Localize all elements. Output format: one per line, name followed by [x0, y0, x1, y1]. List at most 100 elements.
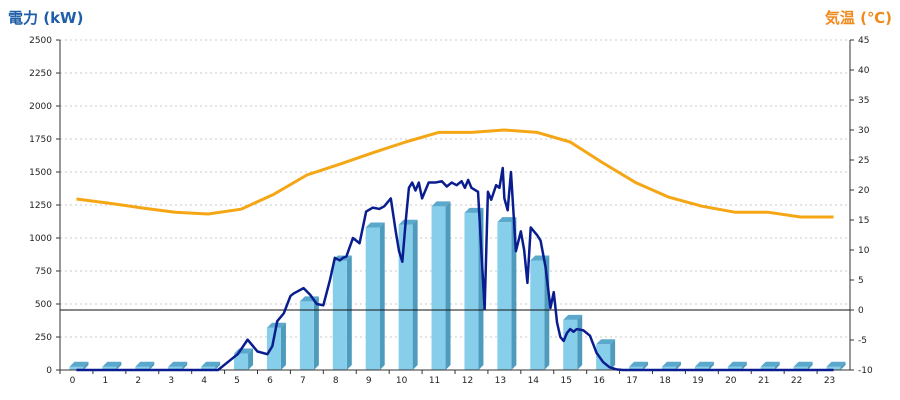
bar-front: [793, 366, 808, 370]
y-tick-label-left: 0: [46, 366, 52, 376]
x-tick-label: 2: [135, 376, 141, 386]
tick-labels: 02505007501000125015001750200022502500-1…: [29, 36, 873, 386]
bar: [661, 361, 681, 370]
bar-side: [511, 217, 517, 370]
bar-side: [708, 361, 714, 370]
bar: [793, 361, 813, 370]
bar-top: [431, 201, 451, 207]
x-tick-label: 16: [593, 376, 605, 386]
bar-front: [102, 366, 117, 370]
bar-side: [675, 361, 681, 370]
x-tick-label: 4: [201, 376, 207, 386]
bar-top: [694, 361, 714, 367]
y-tick-label-right: 20: [858, 186, 870, 196]
y-tick-label-left: 1000: [29, 234, 52, 244]
bar: [760, 361, 780, 370]
y-tick-label-right: 30: [858, 126, 870, 136]
bar-front: [760, 366, 775, 370]
y-tick-label-left: 1750: [29, 135, 52, 145]
bar-side: [346, 255, 352, 370]
x-tick-label: 0: [70, 376, 76, 386]
x-tick-label: 15: [560, 376, 571, 386]
y-tick-label-left: 500: [35, 300, 52, 310]
x-tick-label: 23: [824, 376, 835, 386]
bar-top: [727, 361, 747, 367]
bar: [826, 361, 846, 370]
bar-side: [379, 222, 385, 370]
bar: [398, 219, 418, 370]
bar-side: [116, 361, 122, 370]
power-line: [76, 166, 834, 372]
bar-front: [563, 319, 578, 370]
y-tick-label-left: 2250: [29, 69, 52, 79]
right-axis-title: 気温 (℃): [825, 9, 892, 27]
bar-side: [412, 219, 418, 370]
bar-side: [215, 361, 221, 370]
x-tick-label: 21: [758, 376, 769, 386]
bar-front: [168, 366, 183, 370]
x-tick-label: 5: [234, 376, 240, 386]
bar-side: [445, 201, 451, 370]
bar-front: [398, 224, 413, 370]
bar-side: [840, 361, 846, 370]
bar-top: [398, 219, 418, 225]
gridlines: [60, 39, 850, 338]
x-tick-label: 12: [462, 376, 473, 386]
bar: [102, 361, 122, 370]
bar-top: [69, 361, 89, 367]
bar-front: [431, 206, 446, 370]
bar-front: [826, 366, 841, 370]
bar: [201, 361, 221, 370]
bar-front: [266, 327, 281, 370]
bar: [365, 222, 385, 370]
bar-front: [497, 222, 512, 370]
bar-front: [69, 366, 84, 370]
bar-side: [643, 361, 649, 370]
bar-top: [661, 361, 681, 367]
bar-top: [365, 222, 385, 228]
axes: [56, 39, 854, 374]
x-tick-label: 1: [103, 376, 109, 386]
bar-top: [563, 314, 583, 320]
bar-front: [629, 366, 644, 370]
bar-side: [83, 361, 89, 370]
bar: [234, 348, 254, 370]
bar: [332, 255, 352, 370]
bar-top: [826, 361, 846, 367]
bar-side: [313, 296, 319, 370]
bar: [168, 361, 188, 370]
bar: [299, 296, 319, 370]
y-tick-label-right: 40: [858, 66, 870, 76]
bar: [727, 361, 747, 370]
bar-front: [201, 366, 216, 370]
y-tick-label-right: 35: [858, 96, 869, 106]
x-tick-label: 18: [659, 376, 671, 386]
x-tick-label: 3: [168, 376, 174, 386]
x-tick-label: 20: [725, 376, 737, 386]
bar-top: [629, 361, 649, 367]
bar-front: [727, 366, 742, 370]
y-tick-label-right: 25: [858, 156, 869, 166]
x-tick-label: 8: [333, 376, 339, 386]
x-tick-label: 14: [528, 376, 540, 386]
x-tick-label: 9: [366, 376, 372, 386]
bar-side: [774, 361, 780, 370]
y-tick-label-left: 1500: [29, 168, 52, 178]
y-tick-label-left: 2500: [29, 36, 52, 46]
x-tick-label: 19: [692, 376, 704, 386]
x-tick-label: 11: [429, 376, 440, 386]
bar-front: [530, 260, 545, 370]
bar-side: [741, 361, 747, 370]
bar-top: [102, 361, 122, 367]
x-tick-label: 17: [626, 376, 637, 386]
bar-top: [793, 361, 813, 367]
y-tick-label-right: 0: [858, 306, 864, 316]
bar-front: [661, 366, 676, 370]
bar: [694, 361, 714, 370]
y-tick-label-right: -10: [858, 366, 873, 376]
y-tick-label-right: 15: [858, 216, 869, 226]
x-tick-label: 13: [495, 376, 506, 386]
bar-top: [201, 361, 221, 367]
y-tick-label-right: -5: [858, 336, 867, 346]
